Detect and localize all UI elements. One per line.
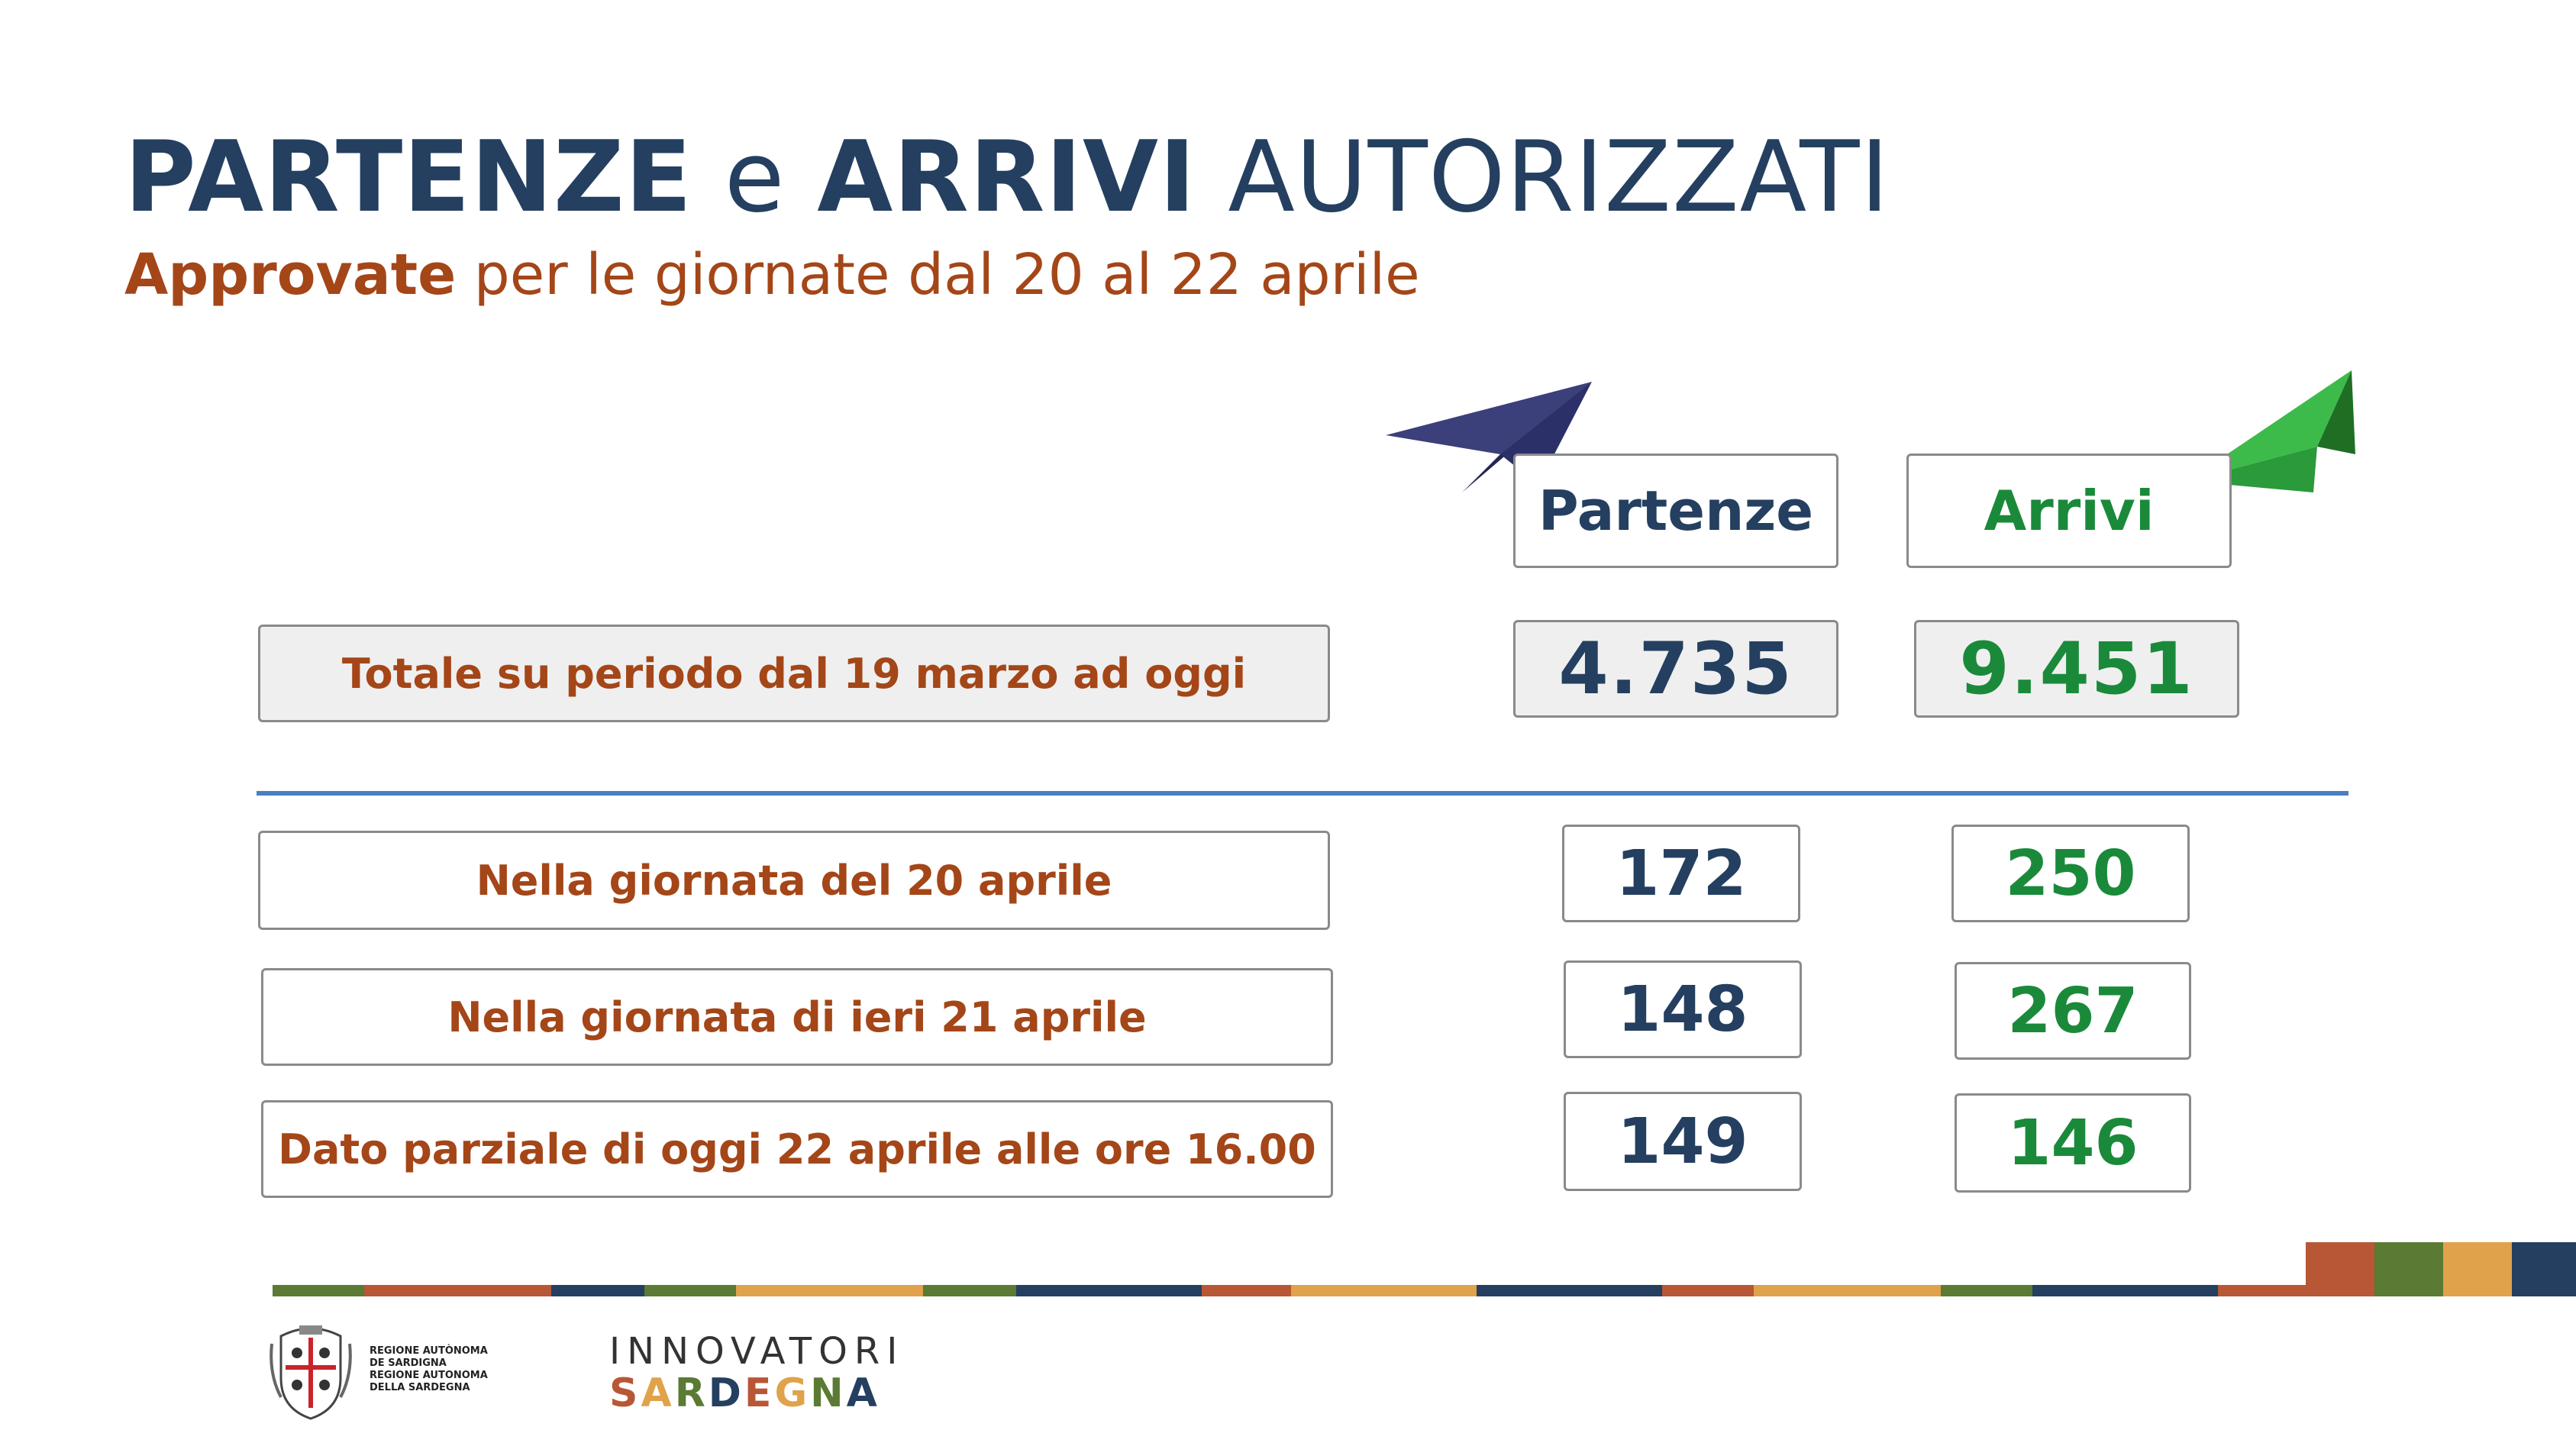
total-partenze: 4.735 <box>1513 620 1838 718</box>
title-autorizzati: AUTORIZZATI <box>1228 121 1890 234</box>
row-label-20-aprile: Nella giornata del 20 aprile <box>258 831 1330 930</box>
title-partenze: PARTENZE <box>124 121 693 234</box>
total-label: Totale su periodo dal 19 marzo ad oggi <box>258 625 1330 722</box>
row-partenze-22-aprile: 149 <box>1564 1092 1802 1191</box>
row-arrivi-21-aprile: 267 <box>1955 962 2191 1060</box>
regione-sardegna-text: REGIONE AUTÒNOMA DE SARDIGNA REGIONE AUT… <box>370 1345 488 1393</box>
separator-line <box>257 791 2348 796</box>
innovatori-logo-text: INNOVATORI <box>609 1330 905 1373</box>
page-subtitle: Approvate per le giornate dal 20 al 22 a… <box>124 238 1420 312</box>
row-arrivi-20-aprile: 250 <box>1951 825 2190 922</box>
row-label-21-aprile: Nella giornata di ieri 21 aprile <box>261 968 1333 1066</box>
title-arrivi: ARRIVI <box>817 121 1196 234</box>
header-arrivi: Arrivi <box>1906 454 2232 568</box>
row-label-22-aprile: Dato parziale di oggi 22 aprile alle ore… <box>261 1100 1333 1198</box>
subtitle-rest: per le giornate dal 20 al 22 aprile <box>456 242 1420 308</box>
header-partenze: Partenze <box>1513 454 1838 568</box>
row-partenze-20-aprile: 172 <box>1562 825 1800 922</box>
row-arrivi-22-aprile: 146 <box>1955 1093 2191 1193</box>
subtitle-bold: Approvate <box>124 242 457 308</box>
total-arrivi: 9.451 <box>1914 620 2239 718</box>
page-title: PARTENZE e ARRIVI AUTORIZZATI <box>124 121 1890 235</box>
row-partenze-21-aprile: 148 <box>1564 960 1802 1058</box>
regione-sardegna-crest-icon <box>270 1325 352 1420</box>
sardegna-logo-text: SARDEGNA <box>609 1370 880 1416</box>
title-e: e <box>724 121 786 234</box>
